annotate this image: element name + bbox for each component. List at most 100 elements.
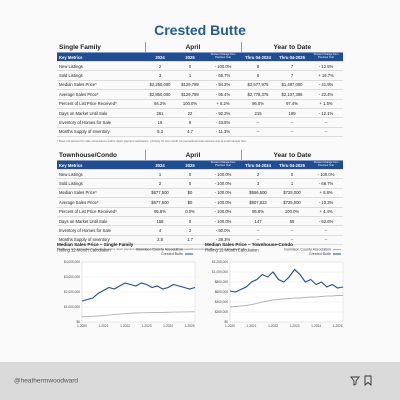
cell: - 100.0%	[205, 216, 242, 227]
legend-label: Crested Butte	[161, 252, 183, 256]
cell: + 8.8%	[309, 188, 344, 199]
cell: - 66.7%	[205, 70, 242, 81]
cell: $2,107,396	[275, 89, 310, 100]
cell: 0	[275, 169, 310, 180]
cell: Inventory of Homes for Sale	[57, 117, 145, 128]
cell: - 100.0%	[205, 207, 242, 217]
cell: $666,500	[241, 188, 276, 199]
cell: $0	[175, 188, 205, 199]
cell: - 100.0%	[205, 197, 242, 208]
data-row: Median Sales Price* $2,250,000 $129,789- 9…	[57, 80, 344, 91]
cell: 147	[241, 216, 276, 227]
cell: - 22.4%	[309, 89, 344, 100]
cell: - 12.1%	[309, 108, 344, 119]
group-label: Year to Date	[240, 150, 344, 161]
cell: Median Sales Price*	[57, 188, 145, 199]
cell: + 1.5%	[309, 99, 344, 109]
cell: --	[275, 235, 310, 246]
column-header: Percent Change from Previous Year	[309, 160, 344, 170]
data-row: Days on Market Until Sale 261 22- 92.2% 215…	[57, 108, 344, 119]
cell: $677,500	[145, 188, 175, 199]
legend-label: Gunnison County Association	[284, 247, 331, 251]
data-row: Sold Listings 3 1- 66.7% 6 7 + 16.7%	[57, 70, 344, 81]
cell: Days on Market Until Sale	[57, 216, 145, 227]
cell: 2	[241, 169, 276, 180]
y-tick-label: $3,000,000	[64, 275, 80, 279]
column-header: Key Metrics	[57, 160, 145, 170]
section-label: Single Family	[57, 42, 145, 53]
cell: - 39.3%	[205, 235, 242, 246]
chart-title: Median Sales Price – Townhouse-Condo	[205, 242, 293, 247]
data-row: New Listings 1 0- 100.0% 2 0- 100.0%	[57, 169, 344, 180]
data-row: Months Supply of Inventory 5.3 4.7- 11.3% -…	[57, 127, 344, 138]
column-header: Percent Change from Previous Year	[205, 52, 242, 62]
cell: 2.8	[145, 235, 175, 246]
column-header: 2025	[175, 160, 205, 170]
cell: --	[275, 225, 310, 236]
cell: --	[275, 127, 310, 138]
cell: Months Supply of Inventory	[57, 235, 145, 246]
x-tick-label: 1-2024	[311, 324, 321, 328]
data-row: Inventory of Homes for Sale 16 9- 43.8% -- -…	[57, 117, 344, 128]
cell: + 6.2%	[205, 99, 242, 109]
column-header: Thru 04-2024	[241, 52, 276, 62]
cell: + 16.7%	[309, 70, 344, 81]
data-row: Percent of List Price Received* 95.8% 0.0%…	[57, 207, 344, 217]
cell: 94.2%	[145, 99, 175, 109]
cell: $129,789	[175, 80, 205, 91]
bookmark-icon[interactable]	[364, 375, 372, 386]
metrics-table: Townhouse/Condo April Year to Date Key Metr…	[57, 150, 344, 246]
section-label: Townhouse/Condo	[57, 150, 145, 161]
column-header: 2025	[175, 52, 205, 62]
header-row: Key Metrics 2024 2025 Percent Change from P…	[57, 160, 344, 170]
cell: Median Sales Price*	[57, 80, 145, 91]
cell: - 12.5%	[309, 61, 344, 72]
cell: Months Supply of Inventory	[57, 127, 145, 138]
cell: 4	[145, 225, 175, 236]
x-tick-label: 1-2025	[185, 324, 195, 328]
cell: 100.0%	[275, 207, 310, 217]
cell: --	[309, 117, 344, 128]
cell: 97.4%	[275, 99, 310, 109]
cell: - 43.8%	[205, 117, 242, 128]
metrics-table: Single Family April Year to Date Key Metric…	[57, 42, 344, 138]
cell: - 92.2%	[205, 108, 242, 119]
cell: 3	[145, 70, 175, 81]
cell: --	[241, 225, 276, 236]
y-tick-label: $1,200,000	[212, 260, 228, 264]
cell: 1	[175, 70, 205, 81]
cell: 6	[241, 70, 276, 81]
cell: - 95.4%	[205, 89, 242, 100]
header-row: Key Metrics 2024 2025 Percent Change from P…	[57, 52, 344, 62]
cell: --	[309, 225, 344, 236]
column-header: Thru 04-2025	[275, 52, 310, 62]
x-tick-label: 1-2020	[225, 324, 235, 328]
y-tick-label: $1,000,000	[212, 270, 228, 274]
cell: 2	[145, 61, 175, 72]
filter-icon[interactable]	[350, 376, 360, 386]
column-header: Key Metrics	[57, 52, 145, 62]
data-row: Median Sales Price* $677,500 $0- 100.0% $66…	[57, 188, 344, 199]
x-tick-label: 1-2021	[99, 324, 109, 328]
cell: 96.0%	[241, 99, 276, 109]
cell: 4.7	[175, 127, 205, 138]
cell: 158	[145, 216, 175, 227]
cell: --	[241, 235, 276, 246]
data-row: Sold Listings 2 0- 100.0% 3 1- 66.7%	[57, 178, 344, 189]
cell: - 100.0%	[309, 169, 344, 180]
cell: $1,497,000	[275, 80, 310, 91]
cell: - 10.3%	[309, 197, 344, 208]
y-tick-label: $400,000	[215, 300, 229, 304]
y-tick-label: $0	[76, 320, 80, 324]
cell: + 4.4%	[309, 207, 344, 217]
group-label: Year to Date	[240, 42, 344, 53]
series-line	[81, 311, 195, 318]
data-row: Average Sales Price* $2,850,000 $129,789- …	[57, 89, 344, 100]
group-row: Single Family April Year to Date	[57, 42, 344, 53]
cell: 7	[275, 61, 310, 72]
cell: 2	[175, 225, 205, 236]
cell: - 100.0%	[205, 178, 242, 189]
cell: - 100.0%	[205, 169, 242, 180]
